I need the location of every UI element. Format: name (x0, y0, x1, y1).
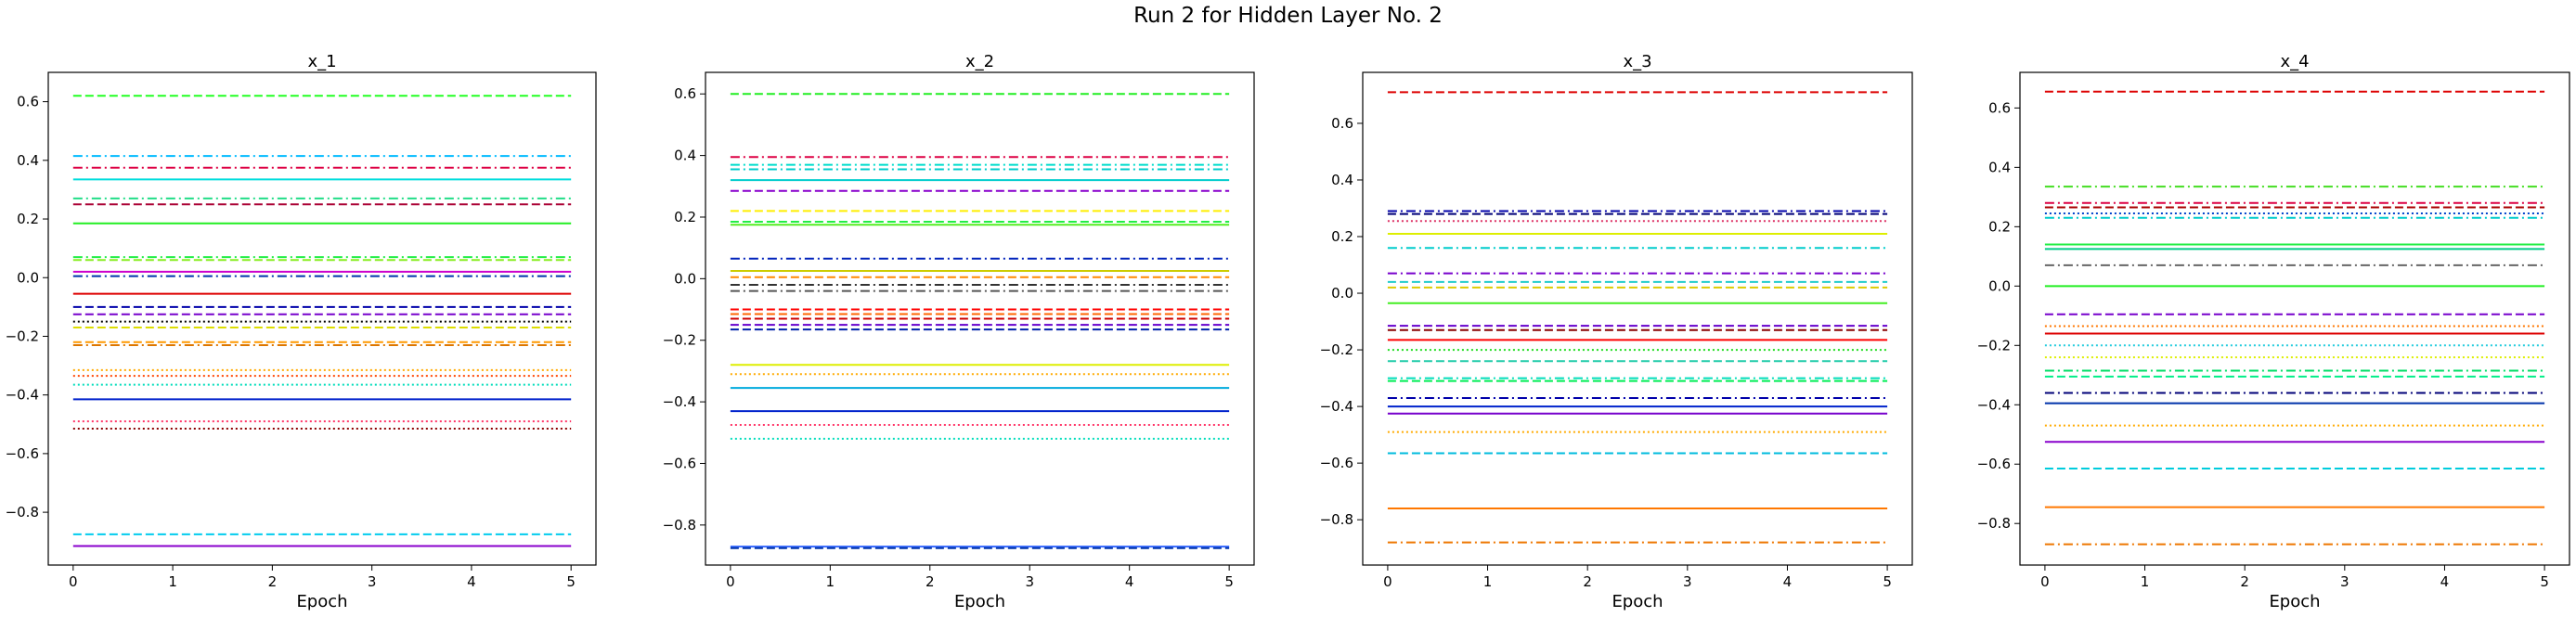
y-tick-label: 0.0 (1331, 285, 1353, 302)
y-tick-label: 0.6 (17, 94, 39, 110)
x-tick-label: 5 (1883, 573, 1892, 590)
y-tick-label: −0.4 (1320, 398, 1353, 415)
x-tick-label: 2 (926, 573, 935, 590)
y-tick-label: −0.2 (1320, 341, 1353, 358)
y-tick-label: 0.2 (1988, 218, 2011, 235)
subplot-3: 0 1 2 3 4 5 −0.8 −0.6 −0.4 −0.2 0.0 0.2 0.4 0.6 x_3 Epo… (1320, 52, 1913, 611)
y-tick-label: −0.6 (663, 455, 696, 471)
x-axis-label: Epoch (1612, 592, 1663, 611)
y-tick-label: −0.2 (6, 328, 39, 344)
x-tick-label: 1 (168, 573, 177, 590)
y-tick-label: −0.2 (663, 332, 696, 349)
plot-frame (47, 71, 597, 566)
subplot-4: 0 1 2 3 4 5 −0.8 −0.6 −0.4 −0.2 0.0 0.2 0.4 0.6 x_4 Epo… (1977, 52, 2570, 611)
x-tick-label: 3 (2340, 573, 2349, 590)
y-tick-label: 0.4 (674, 148, 696, 164)
y-tick-label: −0.8 (1977, 515, 2011, 532)
y-tick-label: 0.4 (1331, 172, 1353, 188)
x-tick-label: 4 (467, 573, 476, 590)
x-axis-label: Epoch (296, 592, 347, 611)
y-tick-label: −0.2 (1977, 337, 2011, 353)
x-tick-label: 4 (1125, 573, 1134, 590)
x-tick-label: 2 (1583, 573, 1592, 590)
x-tick-label: 2 (268, 573, 278, 590)
x-tick-label: 0 (726, 573, 735, 590)
x-axis-label: Epoch (2269, 592, 2320, 611)
subplot-title: x_2 (965, 52, 994, 71)
y-tick-label: 0.0 (17, 269, 39, 286)
x-tick-label: 1 (826, 573, 835, 590)
y-tick-label: −0.8 (663, 517, 696, 533)
x-tick-label: 0 (2040, 573, 2050, 590)
y-tick-label: −0.4 (6, 387, 39, 404)
y-tick-label: 0.4 (1988, 159, 2011, 175)
x-tick-label: 4 (1783, 573, 1793, 590)
x-tick-label: 1 (1483, 573, 1493, 590)
x-tick-label: 3 (1683, 573, 1692, 590)
y-tick-label: −0.4 (663, 393, 696, 410)
x-tick-label: 3 (1025, 573, 1034, 590)
x-tick-label: 5 (1224, 573, 1234, 590)
plot-frame (1362, 71, 1913, 566)
y-tick-label: −0.8 (1320, 511, 1353, 528)
subplot-2: 0 1 2 3 4 5 −0.8 −0.6 −0.4 −0.2 0.0 0.2 0.4 0.6 x_2 Epo… (663, 52, 1255, 611)
y-tick-label: 0.6 (1988, 99, 2011, 116)
x-tick-label: 5 (2540, 573, 2549, 590)
x-tick-label: 0 (69, 573, 78, 590)
y-tick-label: 0.6 (1331, 115, 1353, 132)
y-tick-label: 0.4 (17, 152, 39, 169)
x-tick-label: 4 (2440, 573, 2450, 590)
y-tick-label: −0.6 (1977, 456, 2011, 472)
y-tick-label: 0.0 (674, 270, 696, 287)
figure-title: Run 2 for Hidden Layer No. 2 (1133, 4, 1443, 28)
y-tick-label: 0.2 (1331, 228, 1353, 245)
y-tick-label: −0.6 (1320, 455, 1353, 471)
y-tick-label: 0.2 (17, 211, 39, 227)
plot-frame (705, 71, 1255, 566)
x-tick-label: 1 (2141, 573, 2150, 590)
subplot-1: 0 1 2 3 4 5 −0.8 −0.6 −0.4 −0.2 0.0 0.2 0.4 0.6 x_1 Epo… (6, 52, 597, 611)
y-tick-label: −0.4 (1977, 396, 2011, 413)
y-tick-label: 0.0 (1988, 277, 2011, 294)
x-tick-label: 5 (566, 573, 576, 590)
x-axis-label: Epoch (954, 592, 1005, 611)
y-tick-label: −0.6 (6, 445, 39, 462)
x-tick-label: 2 (2240, 573, 2249, 590)
subplot-title: x_4 (2280, 52, 2309, 71)
subplot-title: x_3 (1623, 52, 1651, 71)
y-tick-label: 0.2 (674, 209, 696, 225)
x-tick-label: 3 (368, 573, 377, 590)
y-tick-label: 0.6 (674, 85, 696, 102)
subplot-title: x_1 (307, 52, 336, 71)
plot-frame (2019, 71, 2570, 566)
x-tick-label: 0 (1383, 573, 1392, 590)
y-tick-label: −0.8 (6, 504, 39, 521)
